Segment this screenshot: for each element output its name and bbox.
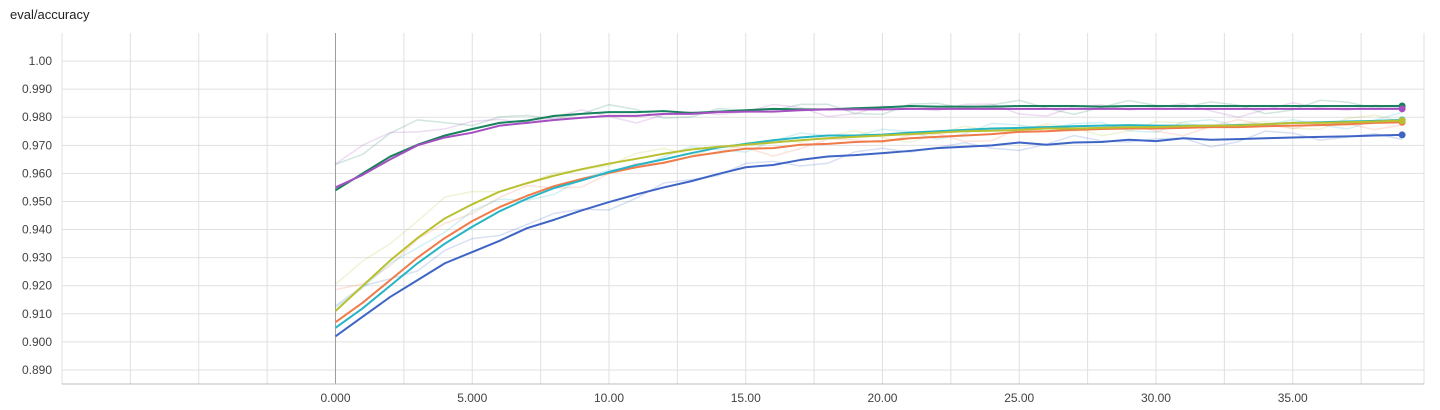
series-layer: [334, 105, 1403, 338]
series-raw-line: [335, 99, 1403, 166]
x-tick-label: 25.00: [1004, 391, 1034, 405]
series-raw-line: [335, 111, 1403, 308]
x-tick-label: 20.00: [867, 391, 897, 405]
x-tick-label: 10.00: [594, 391, 624, 405]
x-tick-label: 0.000: [320, 391, 350, 405]
series-line[interactable]: [334, 119, 1403, 312]
y-tick-label: 0.970: [22, 138, 52, 152]
raw-series-layer: [335, 99, 1403, 308]
y-tick-label: 0.940: [22, 223, 52, 237]
series-end-marker[interactable]: [1398, 131, 1406, 139]
x-axis-ticks: 0.000 5.000 10.00 15.00 20.00 25.00 30.00 35.00: [320, 391, 1308, 405]
x-tick-label: 30.00: [1141, 391, 1171, 405]
end-markers-layer: [1398, 102, 1406, 139]
series-end-marker[interactable]: [1398, 105, 1406, 113]
y-tick-label: 0.900: [22, 335, 52, 349]
chart-title: eval/accuracy: [10, 7, 90, 22]
grid-layer: [61, 33, 1425, 385]
y-tick-label: 0.890: [22, 363, 52, 377]
series-line[interactable]: [334, 119, 1403, 329]
y-tick-label: 0.990: [22, 82, 52, 96]
y-tick-label: 0.960: [22, 166, 52, 180]
y-tick-label: 0.950: [22, 194, 52, 208]
series-line[interactable]: [334, 133, 1403, 338]
y-tick-label: 0.930: [22, 251, 52, 265]
series-line[interactable]: [334, 121, 1403, 324]
series-line[interactable]: [334, 105, 1403, 192]
series-raw-line: [335, 130, 1403, 307]
y-tick-label: 1.00: [29, 54, 53, 68]
series-end-marker[interactable]: [1398, 117, 1406, 125]
series-line[interactable]: [335, 107, 1403, 189]
x-tick-label: 35.00: [1278, 391, 1308, 405]
x-tick-label: 5.000: [457, 391, 487, 405]
y-axis-ticks: 0.890 0.900 0.910 0.920 0.930 0.940 0.950 0.960…: [22, 54, 52, 377]
y-tick-label: 0.980: [22, 110, 52, 124]
y-tick-label: 0.920: [22, 279, 52, 293]
y-tick-label: 0.910: [22, 307, 52, 321]
x-tick-label: 15.00: [731, 391, 761, 405]
